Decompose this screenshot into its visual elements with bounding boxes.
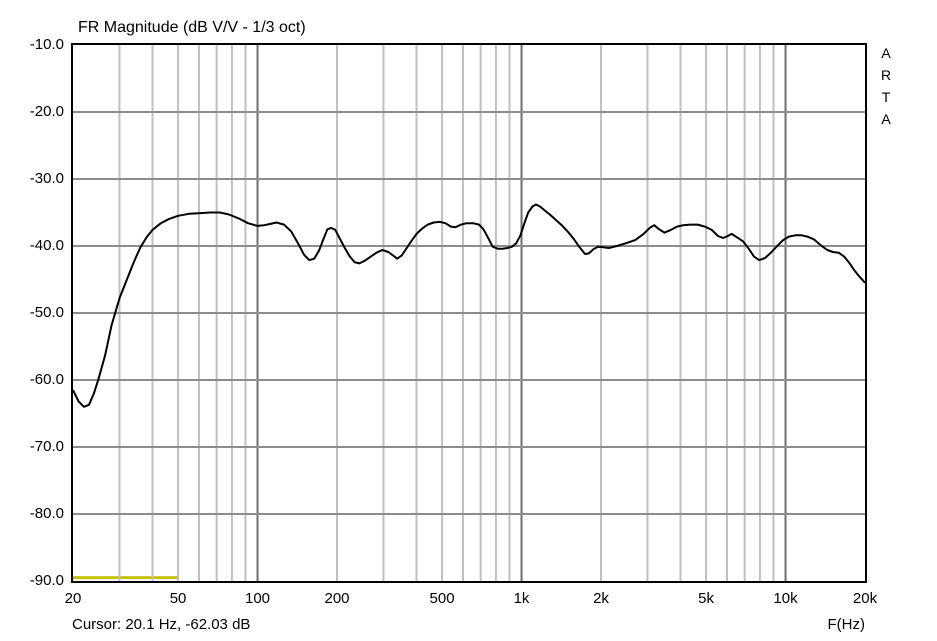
y-tick-label--10: -10.0 — [29, 36, 64, 53]
fr-plot-canvas[interactable] — [73, 45, 865, 581]
x-tick-label-500: 500 — [429, 590, 455, 607]
y-tick-label--50: -50.0 — [29, 304, 64, 321]
x-tick-label-5k: 5k — [698, 590, 714, 607]
x-tick-label-50: 50 — [169, 590, 187, 607]
arta-letter: A — [881, 111, 891, 127]
chart-title: FR Magnitude (dB V/V - 1/3 oct) — [78, 19, 306, 36]
x-axis-unit-label: F(Hz) — [827, 616, 866, 633]
x-tick-label-200: 200 — [324, 590, 350, 607]
x-tick-label-100: 100 — [245, 590, 271, 607]
arta-letter: T — [881, 89, 891, 105]
y-tick-label--80: -80.0 — [29, 505, 64, 522]
fr-magnitude-curve — [73, 203, 865, 408]
y-tick-label--30: -30.0 — [29, 170, 64, 187]
arta-letter: A — [881, 45, 891, 61]
y-tick-label--90: -90.0 — [29, 572, 64, 589]
arta-letter: R — [880, 67, 892, 83]
y-tick-label--60: -60.0 — [29, 371, 64, 388]
plot-area[interactable] — [71, 43, 867, 583]
y-tick-label--40: -40.0 — [29, 237, 64, 254]
x-tick-label-20k: 20k — [852, 590, 878, 607]
x-tick-label-20: 20 — [64, 590, 82, 607]
x-tick-label-2k: 2k — [593, 590, 609, 607]
y-tick-label--70: -70.0 — [29, 438, 64, 455]
arta-logo: A R T A — [876, 42, 896, 130]
x-tick-label-10k: 10k — [773, 590, 798, 607]
cursor-status-text: Cursor: 20.1 Hz, -62.03 dB — [72, 616, 251, 633]
y-tick-label--20: -20.0 — [29, 103, 64, 120]
x-tick-label-1k: 1k — [513, 590, 530, 607]
